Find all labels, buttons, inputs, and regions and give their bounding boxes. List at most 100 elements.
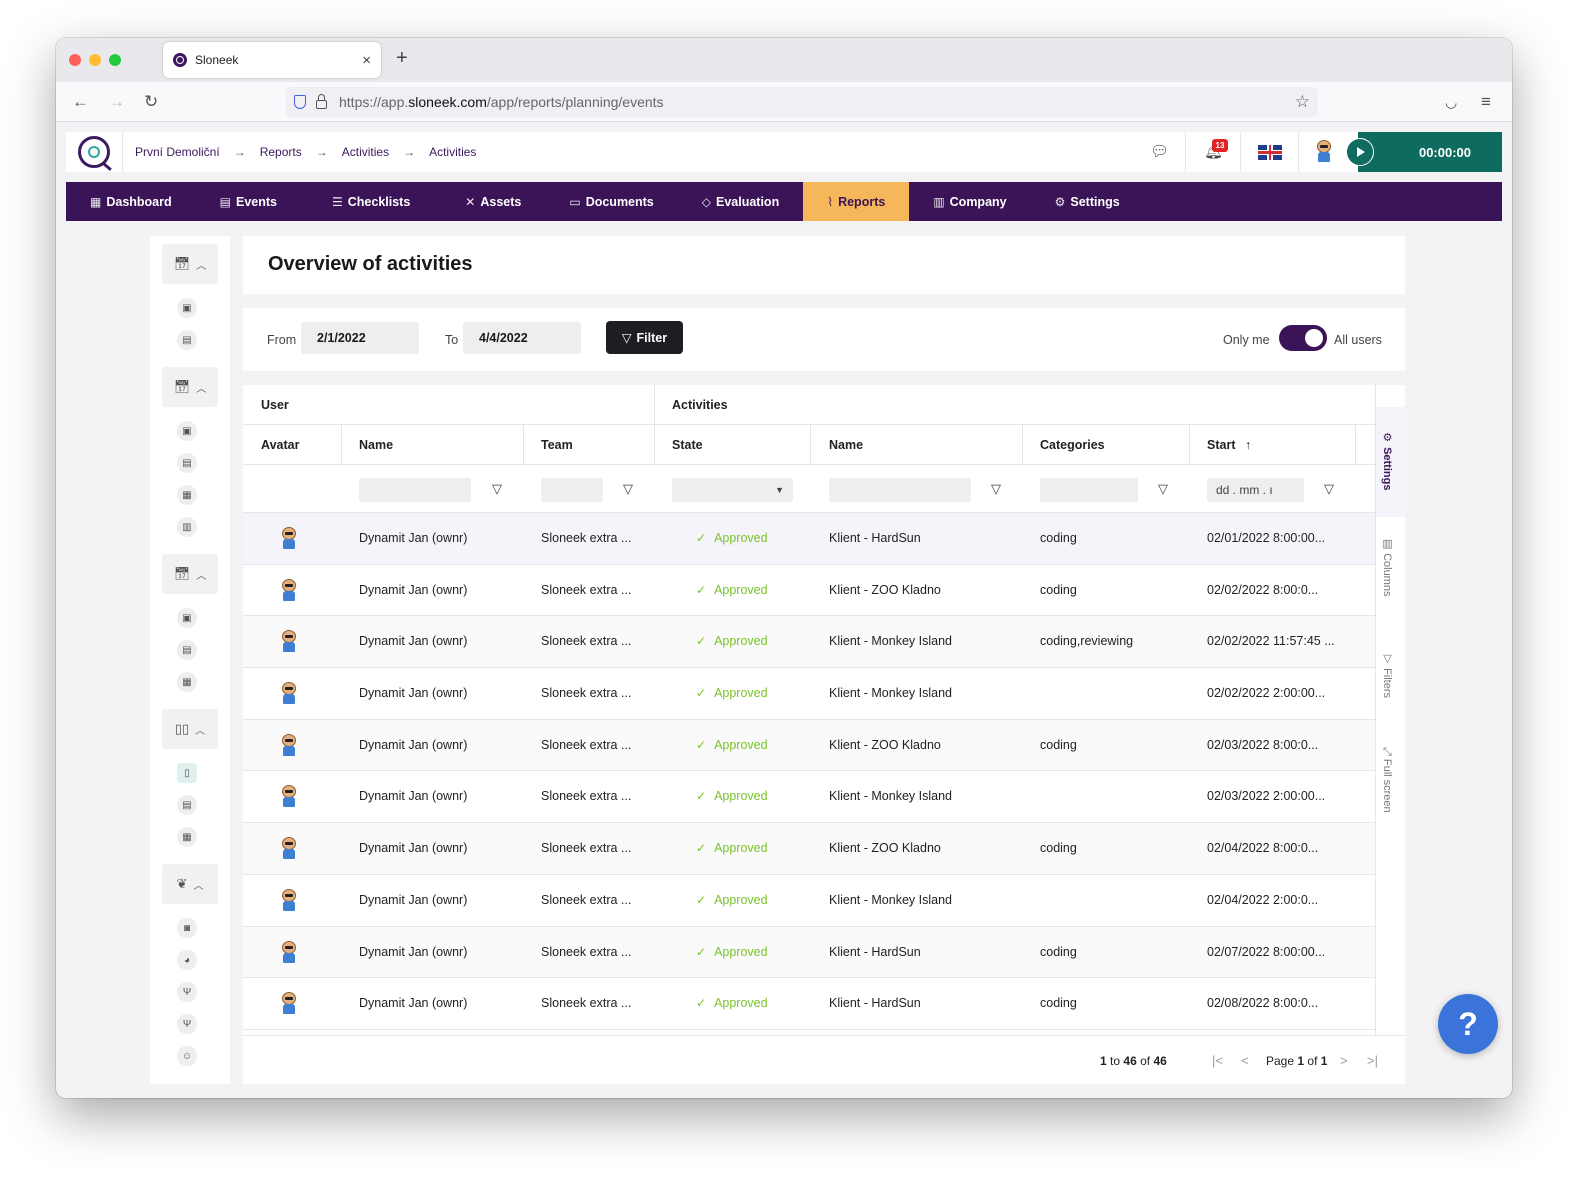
funnel-icon[interactable]: ▽	[492, 481, 502, 496]
close-window-button[interactable]	[69, 54, 81, 66]
next-page-icon[interactable]: >	[1340, 1053, 1348, 1068]
sidebar-group-other[interactable]: ❦ ︿	[162, 864, 218, 904]
menu-hamburger-icon[interactable]: ≡	[1481, 92, 1491, 111]
table-row[interactable]: Dynamit Jan (ownr) Sloneek extra ... ✓ Ap…	[243, 874, 1375, 927]
funnel-icon[interactable]: ▽	[623, 481, 633, 496]
funnel-icon[interactable]: ▽	[991, 481, 1001, 496]
sidebar-group-activities[interactable]: 📅︎ ︿	[162, 554, 218, 594]
last-page-icon[interactable]: >|	[1367, 1053, 1378, 1068]
url-text[interactable]: https://app.sloneek.com/app/reports/plan…	[339, 94, 664, 110]
nav-reports[interactable]: ⌇ Reports	[803, 182, 910, 221]
forward-arrow-icon[interactable]: →	[108, 92, 125, 111]
side-tab-full-screen[interactable]: ⤢ Full screen	[1381, 747, 1393, 813]
sidebar-item-absence-month[interactable]: ▥	[177, 517, 197, 537]
sidebar-item-activities[interactable]: ▣	[177, 608, 197, 628]
user-name-filter-input[interactable]	[359, 478, 471, 502]
play-timer-icon[interactable]	[1346, 138, 1374, 166]
browser-tab[interactable]: Sloneek ×	[163, 42, 381, 78]
side-tab-settings[interactable]: ⚙ Settings	[1381, 431, 1394, 490]
sidebar-item-book[interactable]: ▯	[177, 763, 197, 783]
column-header-activity-name[interactable]: Name	[829, 438, 864, 452]
table-row[interactable]: Dynamit Jan (ownr) Sloneek extra ... ✓ Ap…	[243, 926, 1375, 979]
funnel-icon[interactable]: ▽	[1158, 481, 1168, 496]
column-header-start[interactable]: Start ↑	[1207, 438, 1251, 452]
users-toggle[interactable]	[1279, 325, 1327, 351]
pocket-icon[interactable]: ◡	[1445, 94, 1458, 110]
sidebar-group-absence[interactable]: 📅︎ ︿	[162, 367, 218, 407]
sidebar-item-activities-list[interactable]: ▤	[177, 640, 197, 660]
table-row[interactable]: Dynamit Jan (ownr) Sloneek extra ... ✓ Ap…	[243, 719, 1375, 772]
browser-window: Sloneek × + ← → ↻ https://app.sloneek.co…	[56, 38, 1512, 1098]
sidebar-item-book-list[interactable]: ▤	[177, 795, 197, 815]
nav-evaluation[interactable]: ◇ Evaluation	[678, 182, 803, 221]
sidebar-item-calendar-list[interactable]: ▤	[177, 330, 197, 350]
sidebar-item-book-grid[interactable]: ▦	[177, 827, 197, 847]
breadcrumb-reports[interactable]: Reports	[259, 145, 302, 159]
time-tracker[interactable]: 00:00:00	[1358, 132, 1502, 172]
team-filter-input[interactable]	[541, 478, 603, 502]
nav-assets[interactable]: ✕ Assets	[441, 182, 545, 221]
table-row[interactable]: Dynamit Jan (ownr) Sloneek extra ... ✓ Ap…	[243, 668, 1375, 720]
filter-button[interactable]: ▽ Filter	[606, 321, 683, 354]
side-tab-columns[interactable]: ▥ Columns	[1381, 537, 1394, 596]
activity-name-filter-input[interactable]	[829, 478, 971, 502]
nav-documents[interactable]: ▭ Documents	[545, 182, 677, 221]
help-button[interactable]: ?	[1438, 994, 1498, 1054]
new-tab-button[interactable]: +	[396, 47, 408, 69]
side-tab-filters[interactable]: ▽ Filters	[1381, 652, 1394, 698]
maximize-window-button[interactable]	[109, 54, 121, 66]
sidebar-item-camera[interactable]: ◙	[177, 918, 197, 938]
sloneek-logo[interactable]	[78, 136, 110, 168]
start-date-filter-input[interactable]: dd . mm . ı	[1207, 478, 1304, 502]
sort-ascending-icon[interactable]: ↑	[1244, 438, 1252, 452]
bookmark-star-icon[interactable]: ☆	[1294, 92, 1310, 111]
table-row[interactable]: Dynamit Jan (ownr) Sloneek extra ... ✓ Ap…	[243, 564, 1375, 617]
previous-page-icon[interactable]: <	[1241, 1053, 1249, 1068]
breadcrumb-company[interactable]: První Demoliční	[135, 145, 220, 159]
back-arrow-icon[interactable]: ←	[72, 92, 89, 111]
sidebar-item-food[interactable]: Ψ	[177, 982, 197, 1002]
lock-icon[interactable]	[316, 93, 327, 109]
nav-company[interactable]: ▥ Company	[909, 182, 1030, 221]
sidebar-item-absence[interactable]: ▣	[177, 421, 197, 441]
column-header-state[interactable]: State	[672, 438, 703, 452]
to-date-input[interactable]: 4/4/2022	[463, 322, 581, 354]
table-row[interactable]: Dynamit Jan (ownr) Sloneek extra ... ✓ Ap…	[243, 771, 1375, 824]
nav-dashboard[interactable]: ▦ Dashboard	[66, 182, 196, 221]
breadcrumb-activities[interactable]: Activities	[341, 145, 390, 159]
state-filter-select[interactable]: ▼	[672, 478, 793, 502]
table-row[interactable]: Dynamit Jan (ownr) Sloneek extra ... ✓ Ap…	[243, 978, 1375, 1030]
categories-filter-input[interactable]	[1040, 478, 1138, 502]
table-row[interactable]: Dynamit Jan (ownr) Sloneek extra ... ✓ Ap…	[243, 513, 1375, 565]
column-header-user-name[interactable]: Name	[359, 438, 394, 452]
user-name-cell: Dynamit Jan (ownr)	[359, 841, 468, 856]
column-header-categories[interactable]: Categories	[1040, 438, 1105, 452]
column-header-avatar[interactable]: Avatar	[261, 438, 300, 452]
nav-events[interactable]: ▤ Events	[196, 182, 301, 221]
sidebar-group-planning[interactable]: 📅︎ ︿	[162, 244, 218, 284]
user-avatar[interactable]	[1314, 140, 1334, 162]
from-date-input[interactable]: 2/1/2022	[301, 322, 419, 354]
nav-settings[interactable]: ⚙ Settings	[1031, 182, 1144, 221]
funnel-icon[interactable]: ▽	[1324, 481, 1334, 496]
nav-checklists[interactable]: ☰ Checklists	[301, 182, 441, 221]
sidebar-item-absence-list[interactable]: ▤	[177, 453, 197, 473]
reload-icon[interactable]: ↻	[144, 92, 159, 111]
sidebar-item-smiley[interactable]: ☺	[177, 1046, 197, 1066]
address-bar[interactable]: https://app.sloneek.com/app/reports/plan…	[286, 87, 1318, 117]
sidebar-item-palette[interactable]: ◕	[177, 950, 197, 970]
tracking-shield-icon[interactable]	[294, 95, 306, 109]
close-tab-icon[interactable]: ×	[362, 51, 371, 69]
minimize-window-button[interactable]	[89, 54, 101, 66]
table-row[interactable]: Dynamit Jan (ownr) Sloneek extra ... ✓ Ap…	[243, 823, 1375, 875]
chat-icon[interactable]: 💬︎	[1150, 143, 1170, 160]
table-row[interactable]: Dynamit Jan (ownr) Sloneek extra ... ✓ Ap…	[243, 616, 1375, 669]
sidebar-item-activities-grid[interactable]: ▦	[177, 672, 197, 692]
sidebar-group-documents[interactable]: ▯▯ ︿	[162, 709, 218, 749]
sidebar-item-calendar[interactable]: ▣	[177, 298, 197, 318]
sidebar-item-food-2[interactable]: Ψ	[177, 1014, 197, 1034]
sidebar-item-absence-grid[interactable]: ▦	[177, 485, 197, 505]
uk-flag-icon[interactable]	[1258, 145, 1282, 160]
first-page-icon[interactable]: |<	[1212, 1053, 1223, 1068]
column-header-team[interactable]: Team	[541, 438, 573, 452]
